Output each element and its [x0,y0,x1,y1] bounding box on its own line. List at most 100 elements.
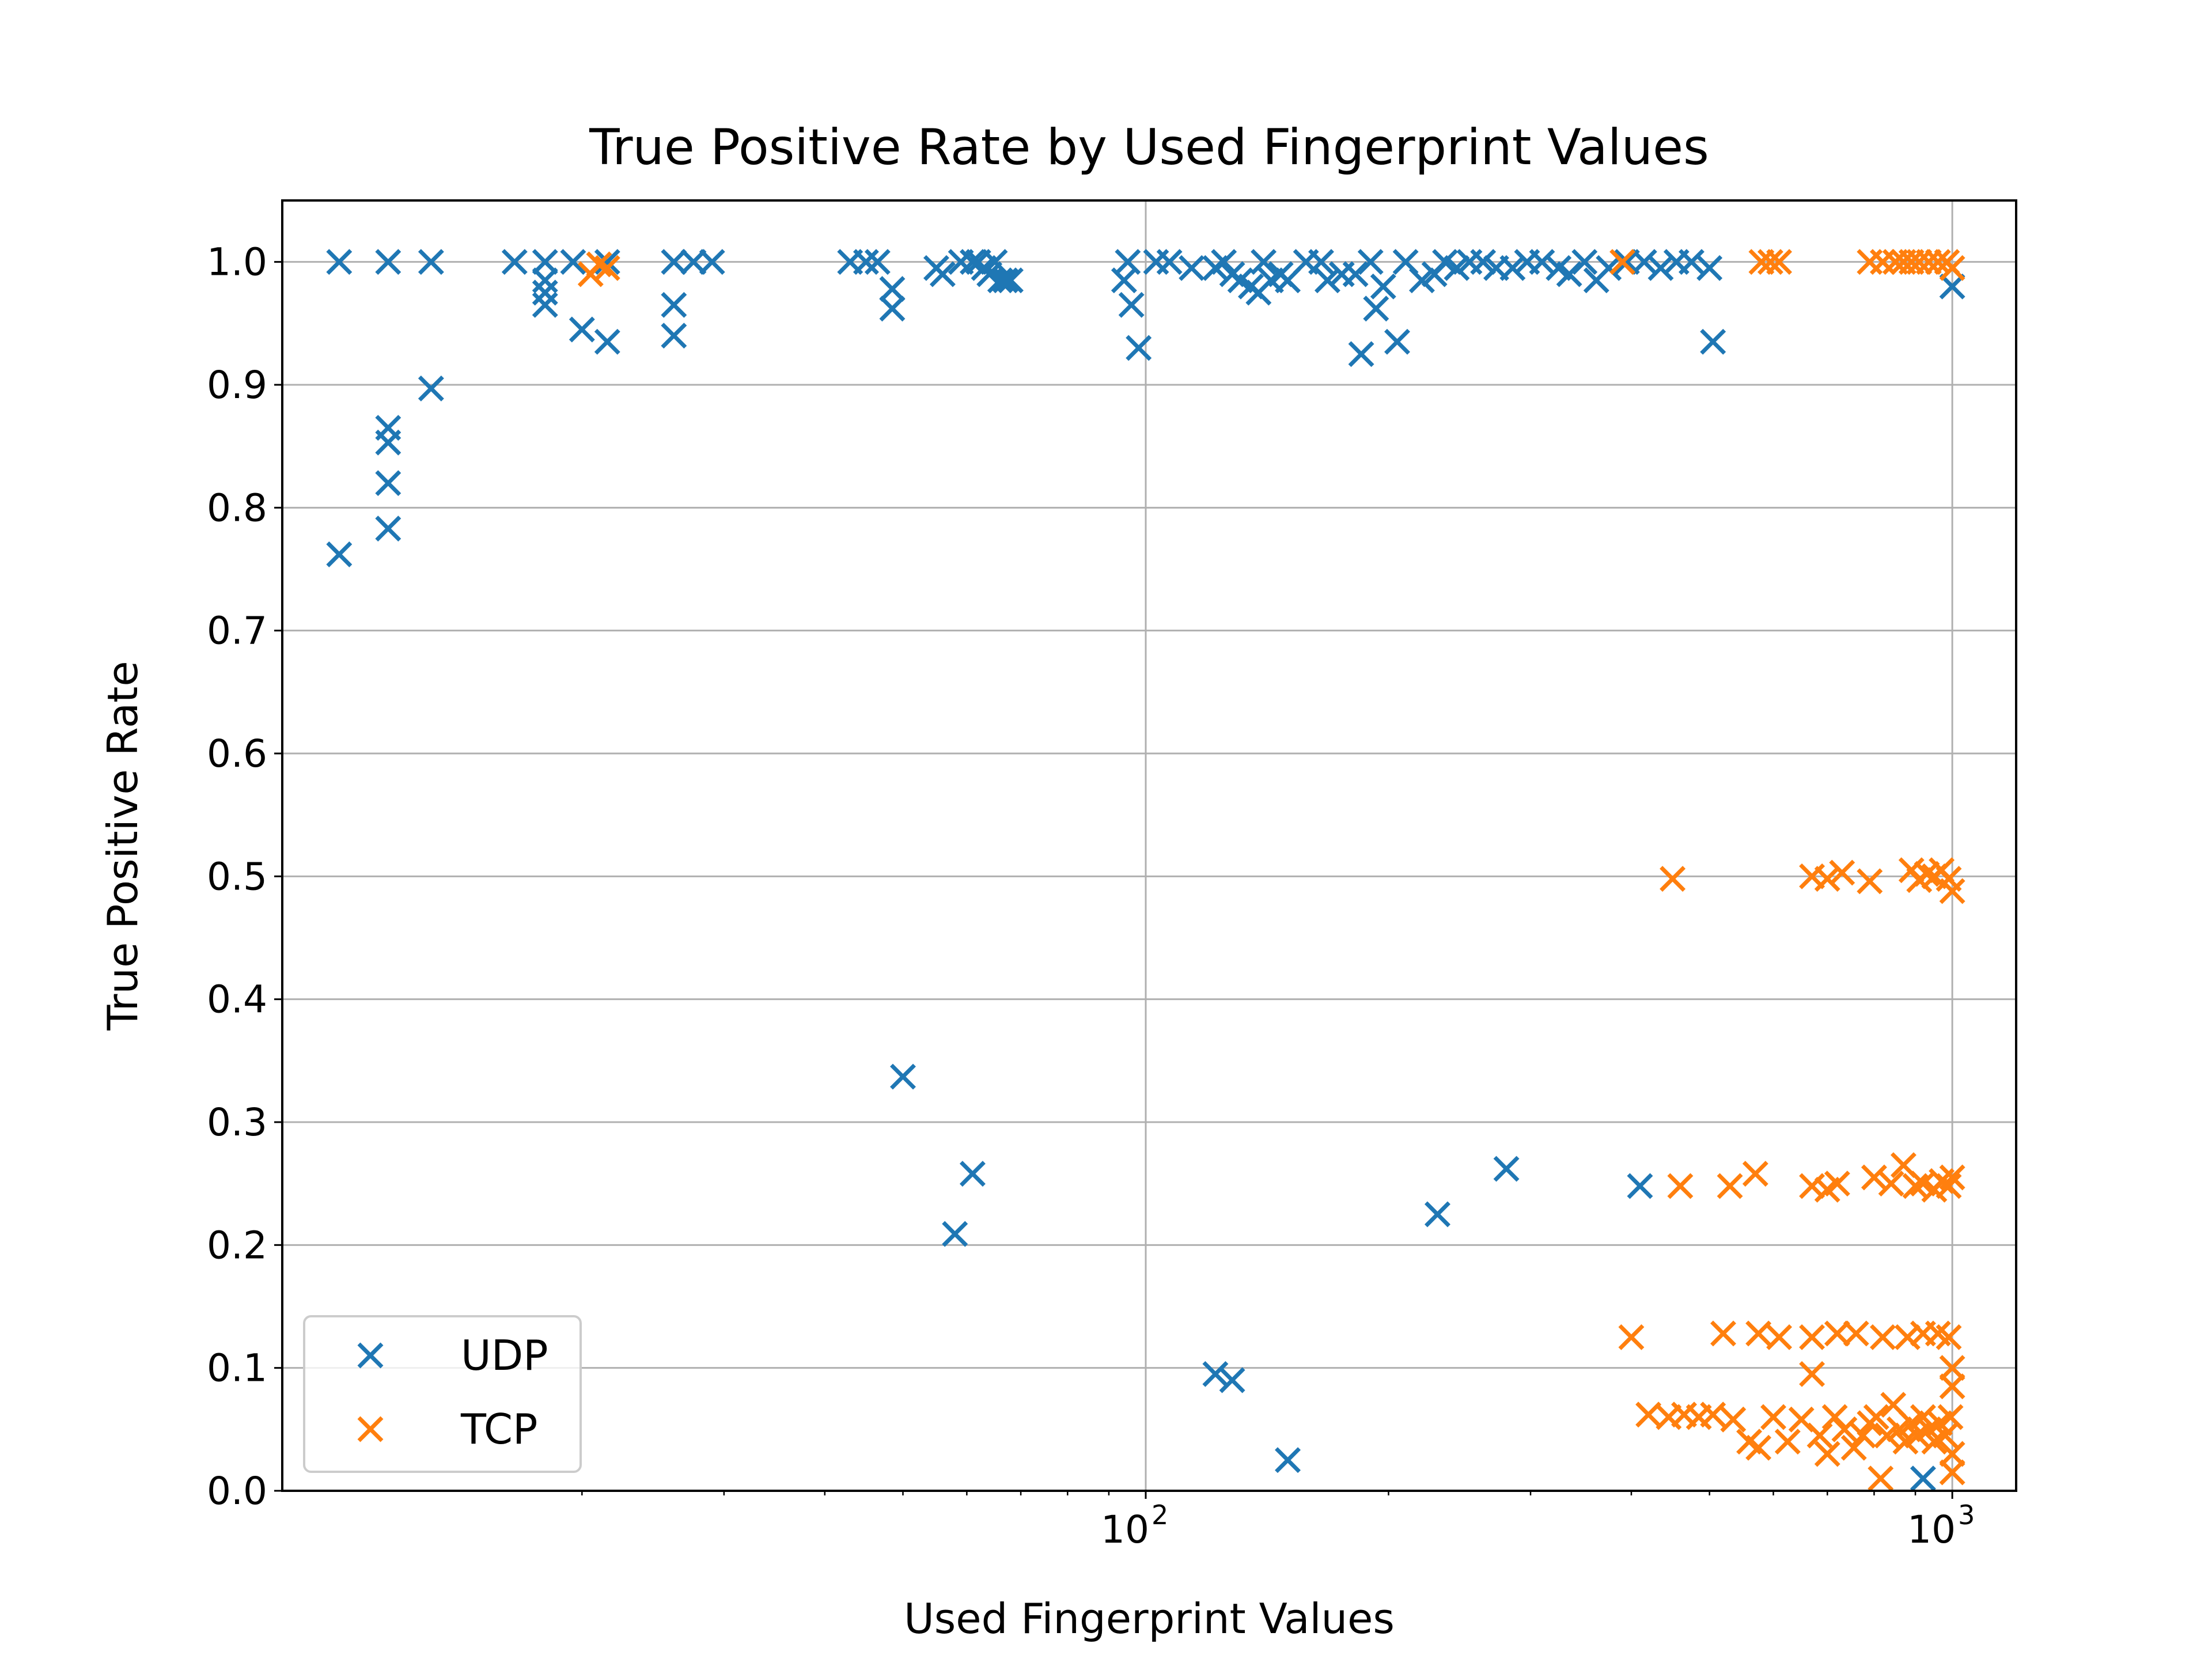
udp-point [1202,1361,1229,1387]
udp-point [1493,1156,1520,1182]
udp-point [1571,249,1598,275]
tcp-point [1742,1161,1768,1187]
udp-point [1308,249,1334,275]
legend-entry-udp: UDP [357,1331,548,1380]
udp-point [853,249,879,275]
data-points [326,249,1965,1492]
udp-point [1647,255,1674,281]
axis-ticks: 0.00.10.20.30.40.50.60.70.80.91.010 2 10 3 [207,240,1975,1552]
udp-point [942,1221,968,1247]
tcp-point [1831,1416,1858,1442]
udp-point [1118,291,1145,318]
udp-point [375,516,402,542]
grid-lines [282,200,2016,1492]
tcp-point [1799,1324,1825,1350]
y-tick-label: 0.7 [207,609,267,653]
tcp-point [1824,1171,1850,1197]
x-tick-label: 10 2 [1101,1499,1168,1552]
udp-point [1910,1465,1936,1492]
tcp-point [1720,1406,1747,1433]
udp-point [1499,255,1526,281]
udp-point [532,267,558,294]
udp-point [1678,249,1705,275]
udp-point [375,470,402,497]
udp-point [326,541,353,567]
udp-point [992,267,1018,294]
udp-series [326,249,1965,1492]
tcp-point [1906,249,1933,275]
y-tick-label: 1.0 [207,240,267,285]
legend-entry-tcp: TCP [357,1405,537,1453]
tcp-point [1936,1324,1962,1350]
tcp-point [1925,249,1951,275]
tcp-point [1757,249,1783,275]
chart-title: True Positive Rate by Used Fingerprint V… [589,119,1709,176]
udp-point [1556,261,1582,287]
tcp-point [1799,1361,1825,1387]
y-tick-label: 0.8 [207,486,267,530]
tcp-point [1878,1171,1904,1197]
udp-point [699,249,725,275]
udp-point [997,267,1024,294]
x-tick-base: 10 [1101,1508,1149,1552]
udp-point [532,279,558,306]
tcp-point [1914,861,1940,887]
tcp-point [1618,1324,1645,1350]
udp-point [375,249,402,275]
tcp-point [1937,1404,1964,1430]
tcp-point [1717,1173,1743,1199]
x-tick-label: 10 3 [1907,1499,1975,1552]
y-tick-label: 0.6 [207,732,267,776]
udp-point [1126,335,1152,361]
udp-point [1370,273,1396,300]
x-tick-exponent: 2 [1152,1499,1168,1531]
udp-point [532,291,558,318]
tcp-point [1894,1324,1921,1350]
tcp-point [1936,1173,1962,1199]
tcp-point [1850,1422,1876,1449]
udp-point [680,249,707,275]
tcp-point [1829,859,1855,886]
udp-point [864,249,891,275]
tcp-point [1939,1355,1965,1381]
tcp-point [1806,1422,1833,1449]
tcp-point [1766,1324,1793,1350]
tcp-point [594,255,620,281]
udp-point [1700,328,1726,355]
tcp-point [1760,1404,1786,1430]
udp-point [1696,255,1723,281]
udp-point [1444,255,1470,281]
tcp-point [1710,1320,1736,1347]
tcp-point [1915,249,1942,275]
y-tick-label: 0.5 [207,854,267,899]
y-axis-label: True Positive Rate [99,661,147,1031]
tcp-series [577,249,1965,1492]
udp-point [326,249,353,275]
tcp-point [1660,866,1686,892]
y-tick-label: 0.1 [207,1346,267,1391]
x-tick-base: 10 [1907,1508,1956,1552]
plot-frame [281,199,2017,1492]
tcp-point [1799,1173,1825,1199]
udp-point [560,249,586,275]
tcp-point [1939,1459,1965,1486]
tcp-point [1863,1404,1889,1430]
udp-point [1631,249,1657,275]
udp-point [987,267,1013,294]
udp-point [959,1161,986,1187]
tcp-point [1869,1324,1896,1350]
tcp-point [1932,1422,1959,1449]
tcp-point [1814,1441,1840,1467]
tcp-point [1857,868,1883,895]
udp-point [1156,249,1183,275]
udp-point [879,276,906,302]
udp-point [1115,249,1141,275]
udp-point [1179,255,1205,281]
udp-point [532,249,558,275]
udp-point [929,261,956,287]
tcp-point [1840,1434,1867,1461]
udp-point [1219,1367,1245,1393]
udp-point [1363,296,1389,322]
udp-point [1275,1447,1301,1474]
